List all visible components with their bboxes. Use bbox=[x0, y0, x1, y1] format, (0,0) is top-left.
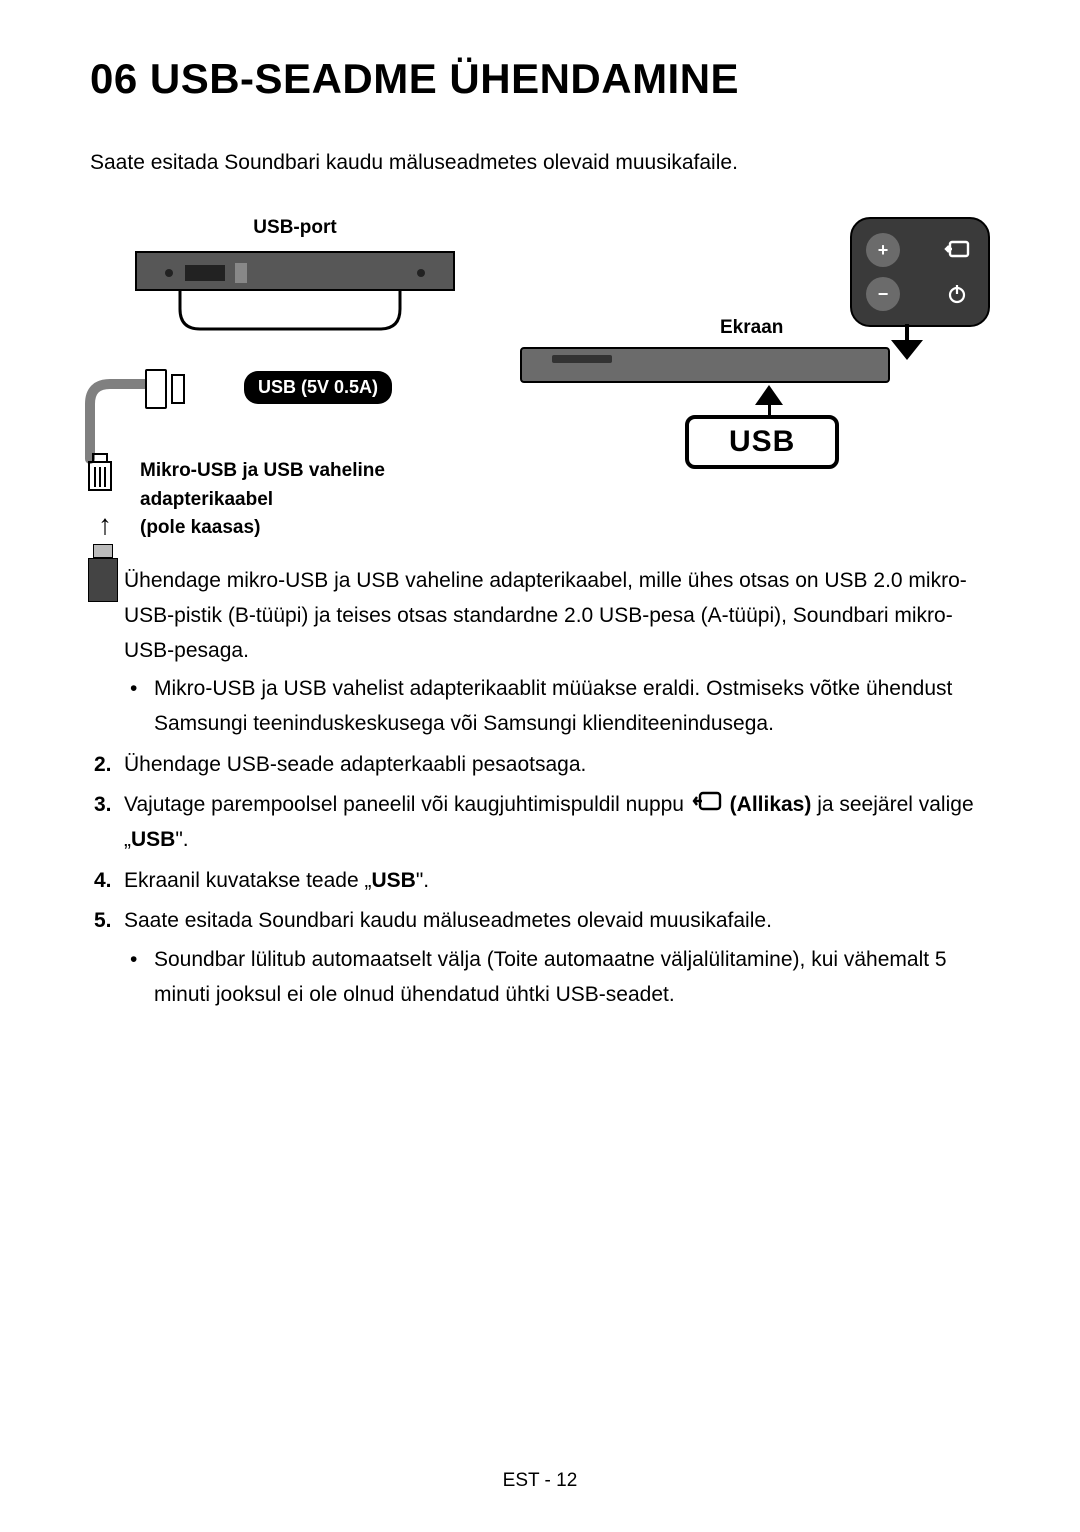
step-4: 4. Ekraanil kuvatakse teade „USB". bbox=[94, 864, 990, 899]
step-text-after: ". bbox=[416, 869, 429, 892]
connector-outer bbox=[145, 369, 167, 409]
port-dot bbox=[417, 269, 425, 277]
port-dot bbox=[165, 269, 173, 277]
step-5: 5. Saate esitada Soundbari kaudu mälusea… bbox=[94, 904, 990, 1012]
usb-bold: USB bbox=[131, 828, 175, 851]
step-number: 4. bbox=[94, 864, 124, 899]
volume-down-button[interactable]: − bbox=[866, 277, 900, 311]
plug-body bbox=[88, 558, 118, 602]
step-body: Ühendage mikro-USB ja USB vaheline adapt… bbox=[124, 564, 990, 741]
diagram-right: + − Ekraan bbox=[520, 217, 990, 477]
cable-path: USB (5V 0.5A) ↑ Mikro-USB ja bbox=[90, 299, 500, 519]
usb-bold: USB bbox=[371, 869, 415, 892]
pointer-arrow-icon bbox=[885, 322, 925, 362]
soundbar-top-view bbox=[135, 251, 455, 291]
usb-connector bbox=[145, 369, 185, 409]
port-rect bbox=[185, 265, 225, 281]
brand-strip bbox=[552, 355, 612, 363]
bullet-text: Mikro-USB ja USB vahelist adapterikaabli… bbox=[154, 672, 990, 741]
step-text: Saate esitada Soundbari kaudu mäluseadme… bbox=[124, 909, 772, 932]
bullet-list: • Mikro-USB ja USB vahelist adapterikaab… bbox=[130, 672, 990, 741]
intro-text: Saate esitada Soundbari kaudu mäluseadme… bbox=[90, 148, 990, 177]
step-text-before: Ekraanil kuvatakse teade „ bbox=[124, 869, 371, 892]
source-button[interactable] bbox=[940, 233, 974, 267]
steps-list: 1. Ühendage mikro-USB ja USB vaheline ad… bbox=[94, 564, 990, 1012]
adapter-label-line3: (pole kaasas) bbox=[140, 514, 385, 543]
micro-usb-body bbox=[88, 461, 112, 491]
connector-inner bbox=[171, 374, 185, 404]
remote-panel: + − bbox=[850, 217, 990, 327]
usb-a-plug bbox=[88, 544, 118, 602]
volume-up-button[interactable]: + bbox=[866, 233, 900, 267]
section-title: 06 USB-SEADME ÜHENDAMINE bbox=[90, 55, 990, 103]
source-icon bbox=[944, 240, 970, 260]
bullet-list: • Soundbar lülitub automaatselt välja (T… bbox=[130, 943, 990, 1012]
adapter-label-line1: Mikro-USB ja USB vaheline bbox=[140, 457, 385, 486]
page: 06 USB-SEADME ÜHENDAMINE Saate esitada S… bbox=[0, 0, 1080, 1532]
usb-port-icon bbox=[235, 263, 247, 283]
step-1: 1. Ühendage mikro-USB ja USB vaheline ad… bbox=[94, 564, 990, 741]
usb-badge-wrap: USB (5V 0.5A) bbox=[220, 371, 392, 404]
adapter-label-line2: adapterikaabel bbox=[140, 486, 385, 515]
power-icon bbox=[946, 283, 968, 305]
micro-usb-icon bbox=[88, 461, 118, 501]
usb-port-label: USB-port bbox=[90, 217, 500, 239]
step-text-before: Vajutage parempoolsel paneelil või kaugj… bbox=[124, 793, 690, 816]
allikas-bold: (Allikas) bbox=[730, 793, 812, 816]
bullet-item: • Soundbar lülitub automaatselt välja (T… bbox=[130, 943, 990, 1012]
step-2: 2. Ühendage USB-seade adapterkaabli pesa… bbox=[94, 748, 990, 783]
source-inline-icon bbox=[692, 788, 722, 823]
step-text-after: ". bbox=[175, 828, 188, 851]
micro-usb-lines bbox=[93, 467, 107, 487]
diagram-left: USB-port bbox=[90, 217, 500, 519]
diagram-row: USB-port bbox=[90, 217, 990, 519]
plug-tip bbox=[93, 544, 113, 558]
page-footer: EST - 12 bbox=[0, 1470, 1080, 1492]
step-number: 3. bbox=[94, 788, 124, 857]
usb-spec-badge: USB (5V 0.5A) bbox=[244, 371, 392, 404]
step-body: Saate esitada Soundbari kaudu mäluseadme… bbox=[124, 904, 990, 1012]
soundbar-front-view bbox=[520, 347, 890, 383]
step-body: Vajutage parempoolsel paneelil või kaugj… bbox=[124, 788, 990, 857]
step-text: Ühendage USB-seade adapterkaabli pesaots… bbox=[124, 753, 586, 776]
bullet-text: Soundbar lülitub automaatselt välja (Toi… bbox=[154, 943, 990, 1012]
adapter-cable-label: Mikro-USB ja USB vaheline adapterikaabel… bbox=[140, 457, 385, 543]
usb-display-box: USB bbox=[685, 415, 839, 469]
power-button[interactable] bbox=[940, 277, 974, 311]
display-label: Ekraan bbox=[720, 317, 783, 339]
bullet-dot-icon: • bbox=[130, 943, 154, 1012]
step-text: Ühendage mikro-USB ja USB vaheline adapt… bbox=[124, 569, 967, 661]
step-3: 3. Vajutage parempoolsel paneelil või ka… bbox=[94, 788, 990, 857]
bullet-dot-icon: • bbox=[130, 672, 154, 741]
step-number: 5. bbox=[94, 904, 124, 1012]
step-body: Ühendage USB-seade adapterkaabli pesaots… bbox=[124, 748, 990, 783]
step-body: Ekraanil kuvatakse teade „USB". bbox=[124, 864, 990, 899]
triangle-pointer-icon bbox=[755, 385, 783, 405]
step-number: 2. bbox=[94, 748, 124, 783]
arrow-up-icon: ↑ bbox=[98, 509, 112, 541]
bullet-item: • Mikro-USB ja USB vahelist adapterikaab… bbox=[130, 672, 990, 741]
